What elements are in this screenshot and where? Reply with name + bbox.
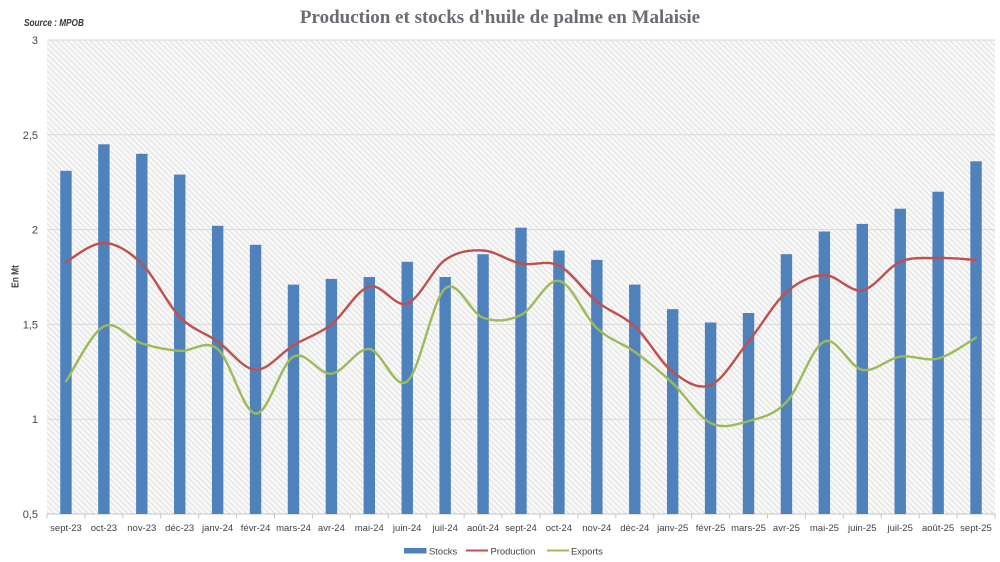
svg-text:Production et stocks d'huile d: Production et stocks d'huile de palme en…	[300, 7, 700, 28]
svg-text:août-24: août-24	[467, 523, 499, 534]
svg-text:oct-24: oct-24	[546, 523, 572, 534]
svg-text:oct-23: oct-23	[91, 523, 117, 534]
svg-text:mars-24: mars-24	[276, 523, 311, 534]
svg-text:Stocks: Stocks	[429, 546, 457, 557]
svg-text:0,5: 0,5	[23, 509, 38, 521]
svg-text:En Mt: En Mt	[10, 265, 21, 288]
svg-text:3: 3	[32, 35, 38, 47]
svg-text:janv-25: janv-25	[656, 523, 688, 534]
svg-text:Source : MPOB: Source : MPOB	[24, 16, 84, 28]
svg-text:févr-24: févr-24	[241, 523, 271, 534]
svg-text:déc-23: déc-23	[165, 523, 194, 534]
svg-text:nov-23: nov-23	[127, 523, 156, 534]
svg-text:avr-24: avr-24	[318, 523, 345, 534]
svg-text:janv-24: janv-24	[201, 523, 233, 534]
svg-text:Production: Production	[491, 546, 536, 557]
svg-text:sept-25: sept-25	[960, 523, 992, 534]
svg-text:nov-24: nov-24	[582, 523, 611, 534]
svg-text:févr-25: févr-25	[696, 523, 726, 534]
svg-text:déc-24: déc-24	[620, 523, 649, 534]
svg-text:2,5: 2,5	[23, 130, 38, 142]
svg-text:Exports: Exports	[571, 546, 603, 557]
svg-text:avr-25: avr-25	[773, 523, 800, 534]
svg-text:1,5: 1,5	[23, 319, 38, 331]
svg-text:juin-25: juin-25	[847, 523, 877, 534]
svg-text:1: 1	[32, 414, 38, 426]
svg-text:août-25: août-25	[922, 523, 954, 534]
svg-text:juin-24: juin-24	[392, 523, 422, 534]
svg-text:juil-25: juil-25	[887, 523, 913, 534]
svg-text:juil-24: juil-24	[432, 523, 458, 534]
svg-text:mai-24: mai-24	[355, 523, 384, 534]
svg-text:2: 2	[32, 225, 38, 237]
svg-text:sept-23: sept-23	[50, 523, 82, 534]
svg-text:mai-25: mai-25	[810, 523, 839, 534]
svg-text:mars-25: mars-25	[731, 523, 766, 534]
svg-text:sept-24: sept-24	[505, 523, 537, 534]
